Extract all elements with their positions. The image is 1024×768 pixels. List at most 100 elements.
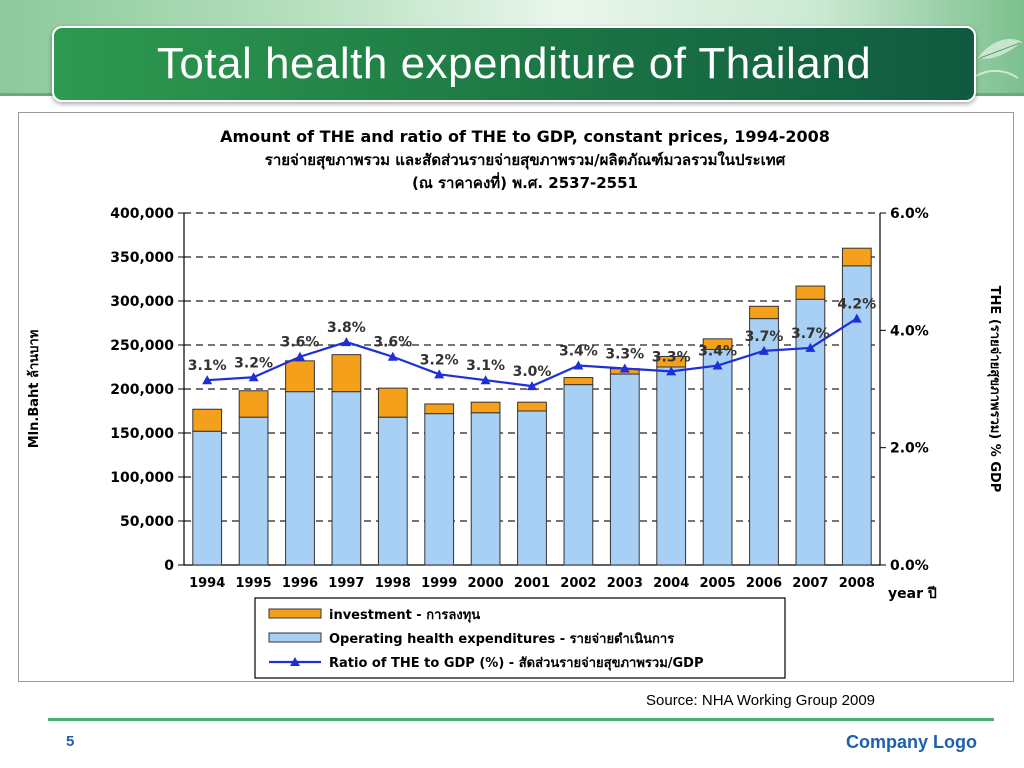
- ratio-data-label: 3.6%: [281, 335, 320, 351]
- y2-tick-label: 2.0%: [890, 441, 929, 457]
- x-tick-label: 2002: [560, 576, 596, 591]
- ratio-data-label: 3.1%: [466, 358, 505, 374]
- y-tick-label: 0: [164, 558, 174, 574]
- ratio-data-label: 3.8%: [327, 320, 366, 336]
- bar-operating: [517, 410, 547, 566]
- bar-investment: [517, 401, 547, 412]
- x-tick-label: 1998: [375, 576, 411, 591]
- x-tick-label: 2003: [607, 576, 643, 591]
- y-tick-label: 350,000: [110, 250, 174, 266]
- ratio-point: [295, 351, 305, 361]
- bar-investment: [795, 285, 826, 300]
- bar-investment: [285, 360, 315, 393]
- ratio-point: [805, 342, 816, 352]
- ratio-point: [387, 351, 398, 361]
- y-tick-label: 50,000: [120, 514, 174, 530]
- x-tick-label: 2007: [792, 576, 828, 591]
- ratio-point: [712, 360, 723, 370]
- ratio-data-label: 3.2%: [420, 352, 459, 368]
- y-tick-label: 400,000: [110, 206, 174, 222]
- ratio-data-label: 3.4%: [698, 344, 737, 360]
- legend: investment - การลงทุน Operating health ex…: [254, 597, 786, 679]
- ratio-point: [434, 369, 445, 379]
- chart-subtitle-line-2: (ณ ราคาคงที่) พ.ศ. 2537-2551: [412, 172, 638, 192]
- y2-tick-label: 6.0%: [890, 206, 929, 222]
- y2-axis-label: THE (รายจ่ายสุขภาพรวม) % GDP: [987, 286, 1002, 493]
- ratio-data-label: 3.3%: [652, 349, 691, 365]
- legend-label: investment - การลงทุน: [329, 608, 480, 623]
- y2-tick-label: 0.0%: [890, 558, 929, 574]
- bar-investment: [563, 377, 594, 386]
- bar-operating: [238, 416, 269, 566]
- ratio-point: [851, 313, 862, 323]
- x-tick-label: 1999: [421, 576, 457, 591]
- ratio-point: [202, 375, 213, 385]
- x-tick-label: 1994: [189, 576, 225, 591]
- bar-operating: [749, 318, 779, 566]
- source-note: Source: NHA Working Group 2009: [646, 692, 876, 709]
- bar-investment: [377, 387, 408, 418]
- ratio-data-label: 3.2%: [234, 355, 273, 371]
- leaf-decoration-icon: [975, 39, 1022, 79]
- company-logo: Company Logo: [846, 732, 977, 752]
- ratio-data-label: 4.2%: [837, 297, 876, 313]
- bar-operating: [377, 416, 408, 566]
- y-tick-label: 300,000: [110, 294, 174, 310]
- x-tick-label: 1996: [282, 576, 318, 591]
- bar-operating: [702, 348, 733, 566]
- x-tick-label: 2006: [746, 576, 782, 591]
- y-axis-label: Mln.Baht ล้านบาท: [26, 330, 42, 449]
- x-tick-label: 2000: [468, 576, 504, 591]
- bar-investment: [192, 408, 223, 432]
- ratio-data-label: 3.7%: [791, 326, 830, 342]
- bar-operating: [192, 430, 223, 566]
- ratio-point: [527, 381, 537, 391]
- legend-label: Ratio of THE to GDP (%) - สัดส่วนรายจ่าย…: [329, 656, 704, 671]
- y2-tick-label: 4.0%: [890, 323, 929, 339]
- legend-swatch-marker: [290, 657, 300, 666]
- ratio-data-label: 3.6%: [373, 335, 412, 351]
- x-tick-label: 2005: [700, 576, 736, 591]
- chart-subtitle-line-1: รายจ่ายสุขภาพรวม และสัดส่วนรายจ่ายสุขภาพ…: [265, 151, 786, 170]
- bar-investment: [470, 401, 501, 414]
- ratio-data-label: 3.1%: [188, 358, 227, 374]
- chart: Amount of THE and ratio of THE to GDP, c…: [26, 127, 1002, 679]
- bar-investment: [841, 247, 872, 267]
- y-tick-label: 200,000: [110, 382, 174, 398]
- chart-title: Amount of THE and ratio of THE to GDP, c…: [220, 127, 830, 146]
- slide-title: Total health expenditure of Thailand: [156, 39, 872, 88]
- bar-investment: [424, 403, 455, 415]
- y-tick-label: 100,000: [110, 470, 174, 486]
- bar-operating: [470, 412, 501, 566]
- x-tick-label: 1997: [328, 576, 364, 591]
- ratio-point: [248, 372, 259, 382]
- ratio-point: [619, 363, 630, 373]
- bar-investment: [702, 338, 733, 350]
- ratio-data-label: 3.0%: [513, 364, 552, 380]
- legend-swatch: [268, 632, 322, 643]
- bar-investment: [331, 354, 362, 393]
- x-tick-label: 2008: [839, 576, 875, 591]
- bar-operating: [331, 391, 362, 566]
- bar-operating: [609, 373, 640, 566]
- ratio-point: [480, 375, 491, 385]
- bar-operating: [563, 384, 594, 566]
- bar-operating: [424, 413, 455, 566]
- legend-label: Operating health expenditures - รายจ่ายด…: [329, 631, 674, 647]
- x-axis-label: year ปี: [888, 586, 937, 602]
- bar-operating: [285, 391, 315, 566]
- y-tick-label: 250,000: [110, 338, 174, 354]
- page-number: 5: [66, 733, 75, 750]
- legend-swatch: [268, 608, 322, 619]
- ratio-point: [759, 345, 769, 355]
- y-tick-label: 150,000: [110, 426, 174, 442]
- bar-investment: [238, 390, 269, 418]
- x-tick-label: 1995: [236, 576, 272, 591]
- x-tick-label: 2004: [653, 576, 689, 591]
- x-tick-label: 2001: [514, 576, 550, 591]
- ratio-data-label: 3.3%: [605, 346, 644, 362]
- ratio-point: [666, 366, 677, 376]
- ratio-data-label: 3.7%: [745, 329, 784, 345]
- legend-box: [254, 597, 786, 679]
- title-bar: Total health expenditure of Thailand: [52, 26, 976, 102]
